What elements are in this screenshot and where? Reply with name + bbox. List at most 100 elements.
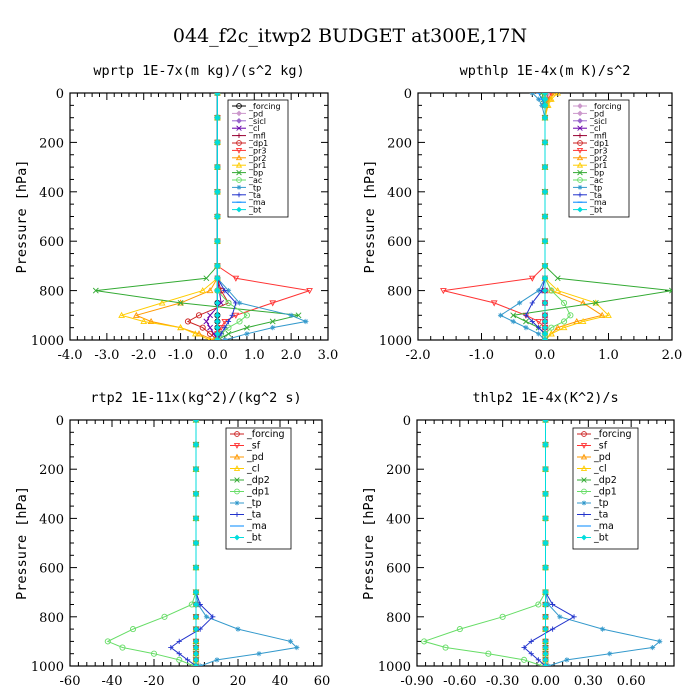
legend-entry: _cl [248, 124, 260, 133]
series-marker-bt [214, 93, 221, 97]
series-marker-bt [214, 312, 221, 319]
legend-entry: _ta [589, 191, 602, 200]
legend-entry: _tp [248, 183, 261, 192]
series-marker-bt [214, 336, 221, 340]
series-marker-ac [561, 318, 568, 325]
series-marker-ta [571, 614, 577, 620]
legend-entry: _dp1 [593, 487, 617, 498]
y-tick-label: 0 [403, 414, 411, 429]
legend-entry: _dp2 [246, 475, 270, 486]
legend-swatch-marker [581, 534, 587, 541]
series-marker-tp [536, 331, 542, 337]
series-marker-ta [210, 614, 216, 620]
series-marker-pr1 [177, 324, 184, 331]
legend-swatch-marker [577, 177, 583, 183]
chart-panel-2: wpthlp 1E-4x(m K)/s^2 Pressure [hPa] -2.0 -… [362, 63, 682, 363]
legend-entry: _tp [589, 183, 602, 192]
series-marker-bt [541, 312, 549, 319]
y-tick-label: 800 [386, 611, 411, 626]
legend-entry: _cl [593, 464, 607, 475]
legend-swatch-marker [235, 161, 243, 168]
series-marker-dp1 [199, 324, 206, 331]
series-marker-tp [510, 318, 516, 325]
series-marker-bp [225, 330, 232, 337]
y-tick-label: 600 [386, 562, 411, 577]
series-marker-ta [523, 312, 529, 318]
series-marker-dp1 [161, 613, 168, 620]
series-marker-bt [541, 188, 549, 195]
legend-entry: _ma [248, 198, 266, 207]
legend-swatch-marker [576, 161, 584, 168]
series-marker-pr1 [554, 287, 562, 294]
legend-entry: _bt [593, 533, 609, 544]
series-marker-bp [538, 93, 545, 96]
series-marker-cl [207, 324, 213, 331]
x-tick-label: -0.90 [400, 674, 433, 689]
series-marker-tp [236, 300, 243, 306]
series-marker-ta [222, 325, 228, 331]
series-marker-bt [214, 114, 221, 121]
series-marker-dp1 [535, 601, 542, 608]
series-marker-tp [539, 102, 545, 108]
panel-title: wpthlp 1E-4x(m K)/s^2 [460, 63, 631, 79]
series-marker-pr1 [554, 93, 562, 96]
x-tick-label: 20 [230, 674, 247, 689]
series-marker-dp1 [150, 650, 158, 657]
series-marker-bt [542, 466, 549, 473]
series-marker-bt [541, 139, 549, 146]
series-marker-bt [542, 613, 549, 620]
series-marker-bt [192, 626, 200, 633]
series-marker-bt [542, 656, 549, 663]
series-marker-bt [541, 336, 549, 340]
series-marker-bt [192, 539, 200, 547]
series-marker-pr1 [560, 324, 568, 331]
series-marker-bt [192, 662, 200, 666]
series-marker-bt [214, 299, 221, 306]
legend-swatch-marker [236, 206, 242, 213]
series-marker-pr1 [605, 311, 612, 318]
legend-entry: _mfl [589, 132, 607, 141]
series-marker-bt [542, 644, 549, 651]
series-marker-bt [542, 662, 549, 666]
series-marker-bt [214, 262, 221, 269]
legend-swatch-marker [577, 185, 583, 190]
series-marker-bt [541, 299, 549, 306]
legend-swatch-marker [236, 117, 242, 124]
series-marker-pr2 [551, 93, 558, 96]
legend-entry: _sicl [248, 117, 266, 126]
series-marker-tp [536, 288, 542, 294]
y-tick-label: 800 [387, 285, 412, 300]
legend-entry: _cl [246, 464, 260, 475]
legend-entry: _dp1 [589, 139, 609, 148]
series-marker-bt [214, 188, 221, 195]
series-marker-bt [192, 490, 200, 497]
series-marker-pr1 [199, 287, 207, 294]
series-marker-cl [203, 318, 210, 325]
legend-entry: _ta [246, 510, 261, 521]
legend-entry: _bp [248, 169, 263, 178]
legend-swatch-marker [581, 500, 587, 506]
series-marker-bt [541, 324, 549, 331]
y-axis-label: Pressure [hPa] [14, 486, 30, 600]
legend-entry: _pr3 [589, 146, 607, 155]
y-tick-label: 0 [56, 414, 64, 429]
series-marker-bt [542, 441, 549, 448]
legend-swatch-marker [236, 177, 242, 183]
legend-swatch-marker [236, 103, 242, 109]
x-tick-label: 2.0 [281, 348, 302, 363]
x-tick-label: 0.0 [535, 348, 556, 363]
panel-title: thlp2 1E-4x(K^2)/s [472, 390, 618, 406]
legend-entry: _pr1 [248, 161, 266, 170]
series-marker-cl [218, 300, 225, 306]
series-marker-pr2 [547, 287, 555, 294]
legend-swatch-marker [234, 500, 240, 506]
legend-entry: _ma [589, 198, 607, 207]
series-marker-bt [542, 564, 549, 571]
series-marker-ac [225, 299, 232, 307]
y-tick-label: 400 [386, 512, 411, 527]
y-tick-label: 200 [39, 136, 64, 151]
legend-entry: _dp1 [248, 139, 268, 148]
legend-swatch-marker [580, 453, 588, 460]
legend-swatch-marker [234, 534, 240, 541]
